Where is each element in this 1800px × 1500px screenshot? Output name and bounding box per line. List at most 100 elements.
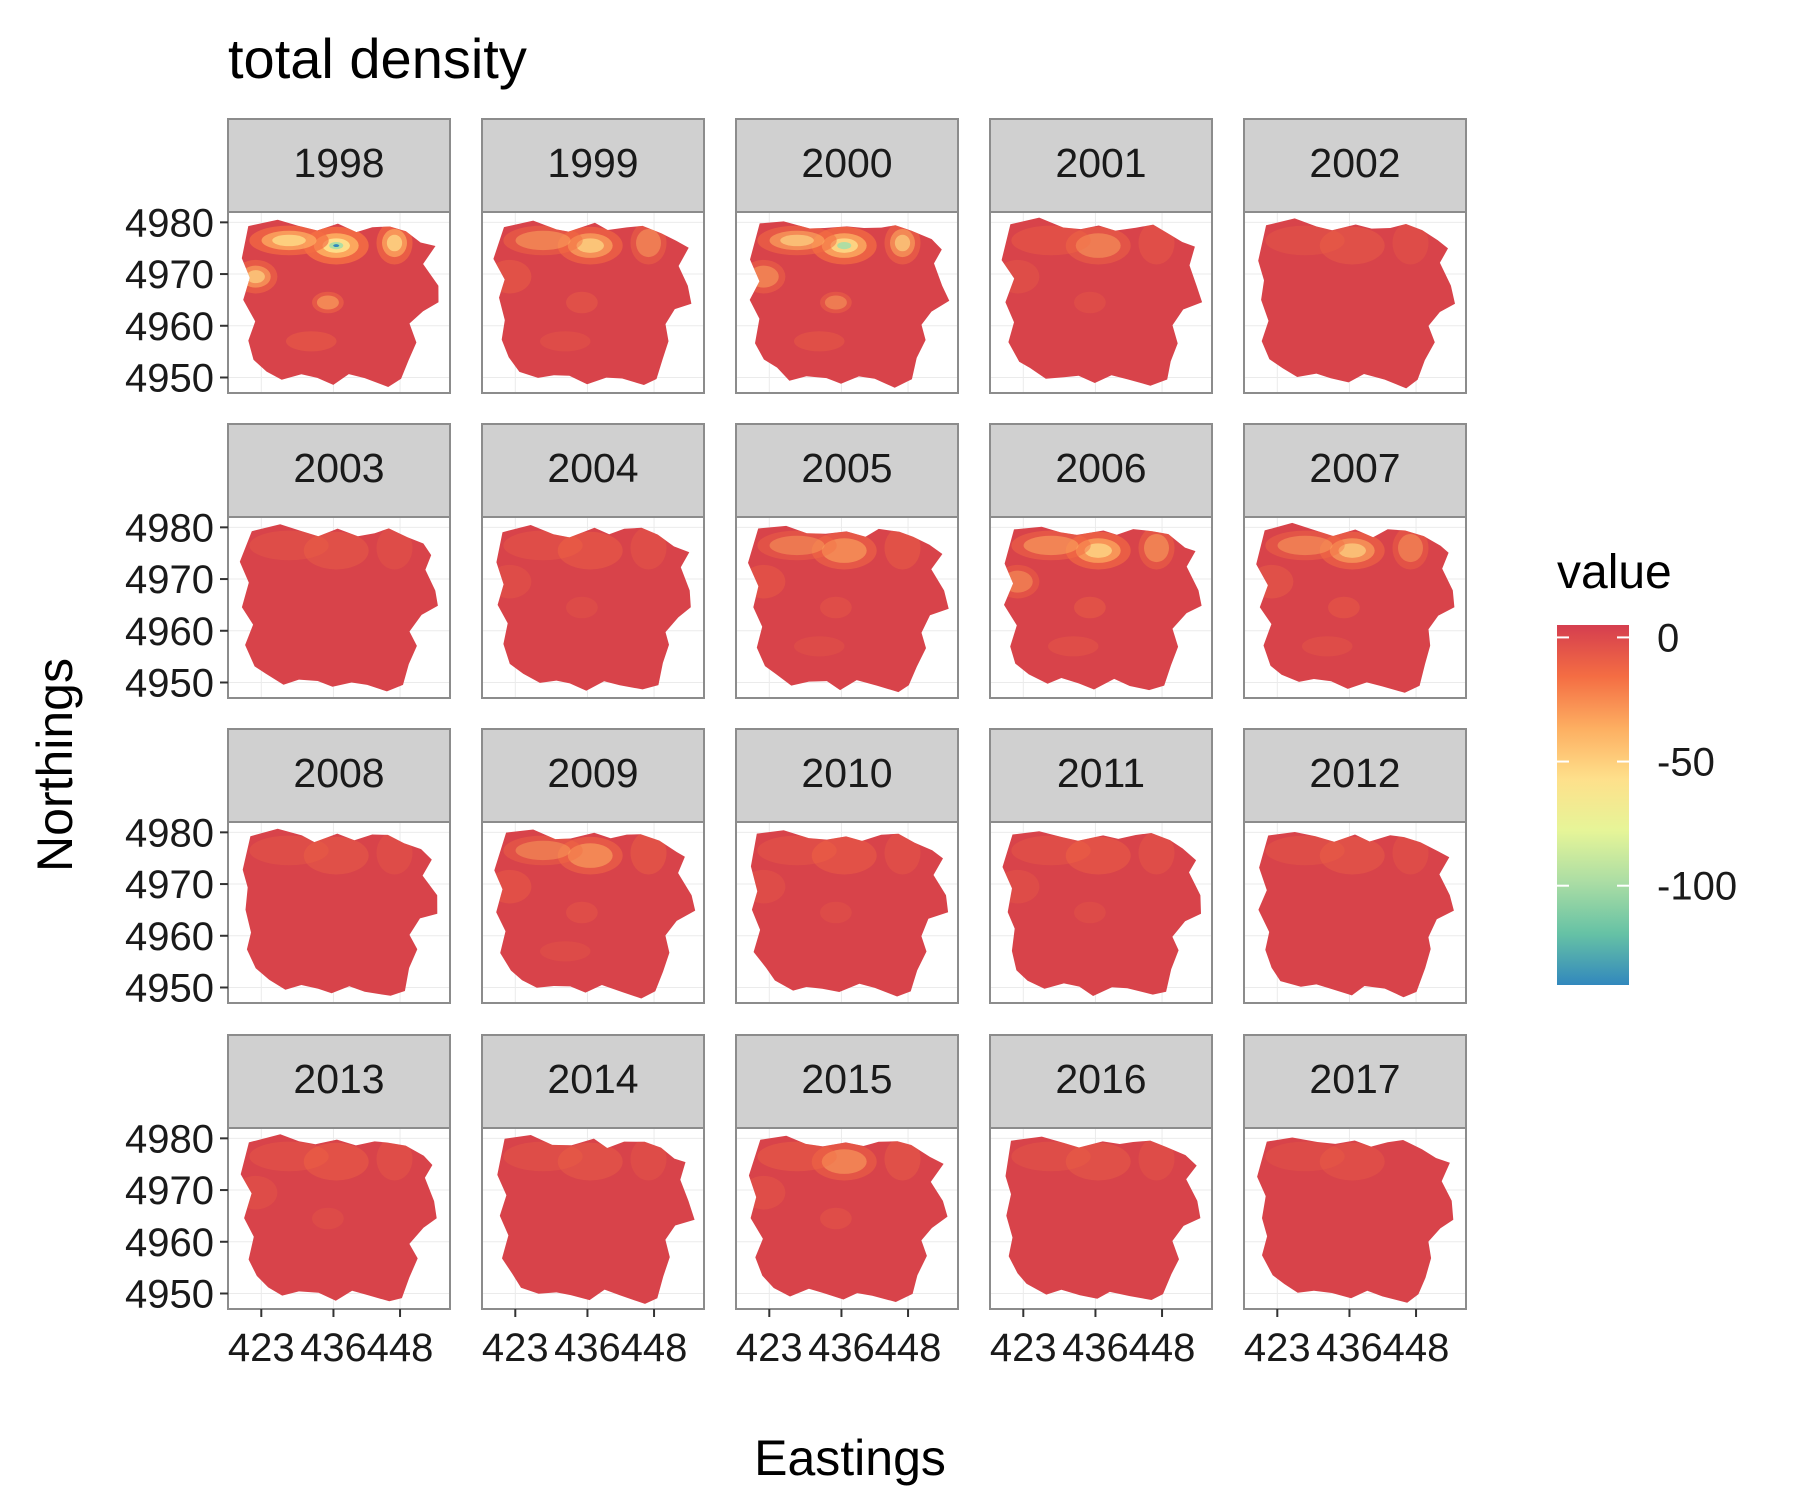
facet-panel-2004: 2004 — [481, 423, 705, 699]
hotspot-outer — [1265, 835, 1345, 866]
facet-strip — [481, 1034, 705, 1129]
density-hotspots — [748, 1137, 921, 1230]
facet-panel-2011: 2011 — [989, 728, 1213, 1004]
x-tick-label: 436 — [554, 1326, 621, 1370]
panel-frame — [1243, 516, 1467, 699]
hotspot-inner — [576, 238, 604, 253]
facet-strip-label: 1998 — [293, 140, 384, 186]
hotspot-peak — [333, 244, 340, 248]
facet-panel-2005: 2005 — [735, 423, 959, 699]
hotspot-outer — [884, 831, 921, 875]
hotspot-outer — [312, 1207, 344, 1230]
facet-strip — [989, 728, 1213, 823]
y-tick-label: 4970 — [125, 558, 214, 602]
facet-strip — [227, 728, 451, 823]
panel-frame — [227, 516, 451, 699]
hotspot-inner — [386, 234, 403, 252]
hotspot-outer — [1138, 831, 1175, 875]
facet-strip-label: 2006 — [1055, 445, 1146, 491]
y-tick-label: 4950 — [125, 966, 214, 1010]
hotspot-outer — [1301, 636, 1353, 657]
hotspot-outer — [249, 835, 329, 866]
hotspot-outer — [811, 836, 877, 875]
facet-strip-label: 2016 — [1055, 1056, 1146, 1102]
facet-strip — [989, 118, 1213, 213]
facet-panel-2001: 2001 — [989, 118, 1213, 394]
panel-frame — [735, 1127, 959, 1310]
hotspot-mid — [821, 1149, 867, 1174]
hotspot-mid — [821, 538, 867, 563]
facet-strip-label: 2007 — [1309, 445, 1400, 491]
y-tick-label: 4960 — [125, 915, 214, 959]
facet-panel-2016: 2016 423 436 448 — [989, 1034, 1213, 1370]
hotspot-outer — [539, 331, 591, 352]
hotspot-outer — [249, 1141, 329, 1172]
density-hotspots — [241, 221, 413, 352]
hotspot-inner — [1084, 543, 1112, 558]
x-tick-label: 448 — [367, 1326, 434, 1370]
density-hotspots — [1011, 1137, 1175, 1181]
facet-strip — [735, 423, 959, 518]
panel-frame — [735, 516, 959, 699]
hotspot-outer — [793, 636, 845, 657]
y-tick-label: 4970 — [125, 253, 214, 297]
hotspot-outer — [1392, 221, 1429, 265]
hotspot-inner — [246, 270, 265, 284]
facet-panel-2015: 2015 423 436 448 — [735, 1034, 959, 1370]
density-hotspots — [1001, 221, 1175, 314]
density-hotspots — [1265, 1141, 1385, 1181]
hotspot-outer — [820, 596, 852, 619]
x-axis-title: Eastings — [754, 1430, 946, 1486]
hotspot-mid — [515, 230, 571, 251]
legend-ticks: 0 -50 -100 — [1557, 616, 1737, 909]
x-tick-label: 436 — [1316, 1326, 1383, 1370]
hotspot-outer — [1319, 836, 1385, 875]
facet-strip-label: 2005 — [801, 445, 892, 491]
panel-frame — [989, 516, 1213, 699]
density-region — [748, 525, 949, 693]
facet-panel-2013: 2013 4950 4960 4970 4980 423 436 448 — [125, 1034, 451, 1370]
y-tick-label: 4950 — [125, 356, 214, 400]
x-tick-label: 423 — [482, 1326, 549, 1370]
density-hotspots — [494, 831, 667, 962]
hotspot-outer — [303, 1142, 369, 1181]
facet-strip-label: 2004 — [547, 445, 638, 491]
facet-panel-2003: 2003 4950 4960 4970 4980 — [125, 423, 451, 705]
density-region — [750, 830, 949, 997]
facet-panel-2002: 2002 — [1243, 118, 1467, 394]
hotspot-core — [837, 241, 852, 250]
panel-frame — [481, 821, 705, 1004]
panel-frame — [481, 211, 705, 394]
hotspot-inner — [894, 234, 911, 252]
hotspot-outer — [884, 1137, 921, 1181]
legend-title: value — [1557, 546, 1672, 599]
legend-tick-label: -100 — [1657, 865, 1737, 909]
density-hotspots — [1265, 832, 1429, 875]
facet-panel-1999: 1999 — [481, 118, 705, 394]
density-hotspots — [249, 831, 413, 875]
hotspot-mid — [1023, 535, 1079, 556]
panel-frame — [1243, 211, 1467, 394]
hotspot-inner — [780, 234, 814, 247]
facet-strip-label: 2015 — [801, 1056, 892, 1102]
hotspot-outer — [303, 836, 369, 875]
hotspot-outer — [503, 225, 583, 256]
hotspot-inner — [1338, 543, 1366, 558]
x-tick-label: 436 — [808, 1326, 875, 1370]
panel-frame — [481, 516, 705, 699]
facet-strip-label: 2012 — [1309, 750, 1400, 796]
y-tick-label: 4980 — [125, 201, 214, 245]
facet-strip — [1243, 118, 1467, 213]
hotspot-outer — [1265, 225, 1345, 256]
y-axis-title: Northings — [27, 658, 83, 872]
hotspot-outer — [1065, 1142, 1131, 1181]
x-tick-label: 448 — [875, 1326, 942, 1370]
hotspot-outer — [1065, 836, 1131, 875]
facet-panel-2008: 2008 4950 4960 4970 4980 — [125, 728, 451, 1010]
chart-title: total density — [228, 27, 527, 90]
x-tick-label: 436 — [1062, 1326, 1129, 1370]
hotspot-outer — [566, 291, 598, 314]
hotspot-outer — [303, 531, 369, 570]
hotspot-outer — [503, 1141, 583, 1172]
hotspot-outer — [285, 331, 337, 352]
